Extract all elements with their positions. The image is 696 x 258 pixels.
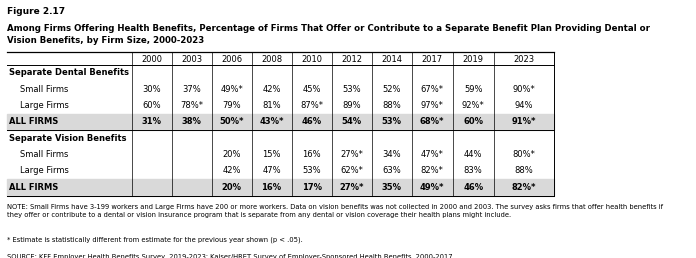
Text: 2008: 2008 [261, 55, 282, 63]
Text: SOURCE: KFF Employer Health Benefits Survey, 2019-2023; Kaiser/HRET Survey of Em: SOURCE: KFF Employer Health Benefits Sur… [7, 254, 452, 258]
Text: 2014: 2014 [381, 55, 402, 63]
Text: Separate Dental Benefits: Separate Dental Benefits [9, 68, 129, 77]
Text: * Estimate is statistically different from estimate for the previous year shown : * Estimate is statistically different fr… [7, 237, 303, 243]
Bar [7, 180, 554, 196]
Text: 2012: 2012 [341, 55, 362, 63]
Text: 78%*: 78%* [180, 101, 203, 110]
Text: 15%: 15% [262, 150, 280, 159]
Text: 52%: 52% [382, 85, 401, 94]
Text: 35%: 35% [381, 183, 402, 192]
Text: 43%*: 43%* [260, 117, 284, 126]
Text: 79%: 79% [222, 101, 241, 110]
Text: 49%*: 49%* [420, 183, 444, 192]
Text: Figure 2.17: Figure 2.17 [7, 7, 65, 16]
Text: 16%: 16% [262, 183, 282, 192]
Text: 27%*: 27%* [340, 150, 363, 159]
Text: 2023: 2023 [514, 55, 535, 63]
Text: 90%*: 90%* [513, 85, 535, 94]
Text: 42%: 42% [262, 85, 280, 94]
Text: 27%*: 27%* [340, 183, 364, 192]
Text: 63%: 63% [382, 166, 401, 175]
Text: Large Firms: Large Firms [19, 101, 68, 110]
Text: 47%*: 47%* [420, 150, 443, 159]
Text: 68%*: 68%* [420, 117, 444, 126]
Text: 92%*: 92%* [462, 101, 484, 110]
Text: Large Firms: Large Firms [19, 166, 68, 175]
Text: 20%: 20% [222, 150, 241, 159]
Text: 50%*: 50%* [219, 117, 244, 126]
Text: 46%: 46% [301, 117, 322, 126]
Text: 53%: 53% [342, 85, 361, 94]
Text: Among Firms Offering Health Benefits, Percentage of Firms That Offer or Contribu: Among Firms Offering Health Benefits, Pe… [7, 24, 650, 45]
Text: 94%: 94% [515, 101, 533, 110]
Text: 97%*: 97%* [420, 101, 443, 110]
Text: 20%: 20% [221, 183, 242, 192]
Text: 87%*: 87%* [300, 101, 323, 110]
Text: 53%: 53% [302, 166, 321, 175]
Text: 31%: 31% [141, 117, 161, 126]
Text: 59%: 59% [464, 85, 482, 94]
Text: 60%: 60% [142, 101, 161, 110]
Text: 82%*: 82%* [420, 166, 443, 175]
Text: 2006: 2006 [221, 55, 242, 63]
Text: 49%*: 49%* [220, 85, 243, 94]
Text: Small Firms: Small Firms [19, 85, 68, 94]
Text: 81%: 81% [262, 101, 281, 110]
Text: 53%: 53% [381, 117, 402, 126]
Text: ALL FIRMS: ALL FIRMS [9, 183, 58, 192]
Text: 34%: 34% [382, 150, 401, 159]
Text: 80%*: 80%* [513, 150, 535, 159]
Text: 88%: 88% [382, 101, 401, 110]
Text: 82%*: 82%* [512, 183, 537, 192]
Text: 46%: 46% [463, 183, 483, 192]
Text: NOTE: Small Firms have 3-199 workers and Large Firms have 200 or more workers. D: NOTE: Small Firms have 3-199 workers and… [7, 204, 663, 218]
Text: Small Firms: Small Firms [19, 150, 68, 159]
Text: 37%: 37% [182, 85, 201, 94]
Text: 44%: 44% [464, 150, 482, 159]
Text: 83%: 83% [464, 166, 482, 175]
Text: 67%*: 67%* [420, 85, 443, 94]
Text: 62%*: 62%* [340, 166, 363, 175]
Text: 42%: 42% [222, 166, 241, 175]
Text: 2019: 2019 [463, 55, 484, 63]
Text: 17%: 17% [301, 183, 322, 192]
Text: 2017: 2017 [422, 55, 443, 63]
Text: 45%: 45% [302, 85, 321, 94]
Text: 38%: 38% [182, 117, 202, 126]
Text: 54%: 54% [342, 117, 362, 126]
Text: 60%: 60% [464, 117, 483, 126]
Text: 88%: 88% [514, 166, 533, 175]
Text: ALL FIRMS: ALL FIRMS [9, 117, 58, 126]
Text: 2000: 2000 [141, 55, 162, 63]
Text: 2003: 2003 [181, 55, 202, 63]
Text: 91%*: 91%* [512, 117, 537, 126]
Text: 47%: 47% [262, 166, 281, 175]
Text: 16%: 16% [302, 150, 321, 159]
Text: Separate Vision Benefits: Separate Vision Benefits [9, 134, 127, 143]
Text: 89%: 89% [342, 101, 361, 110]
Bar [7, 114, 554, 131]
Text: 2010: 2010 [301, 55, 322, 63]
Text: 30%: 30% [142, 85, 161, 94]
